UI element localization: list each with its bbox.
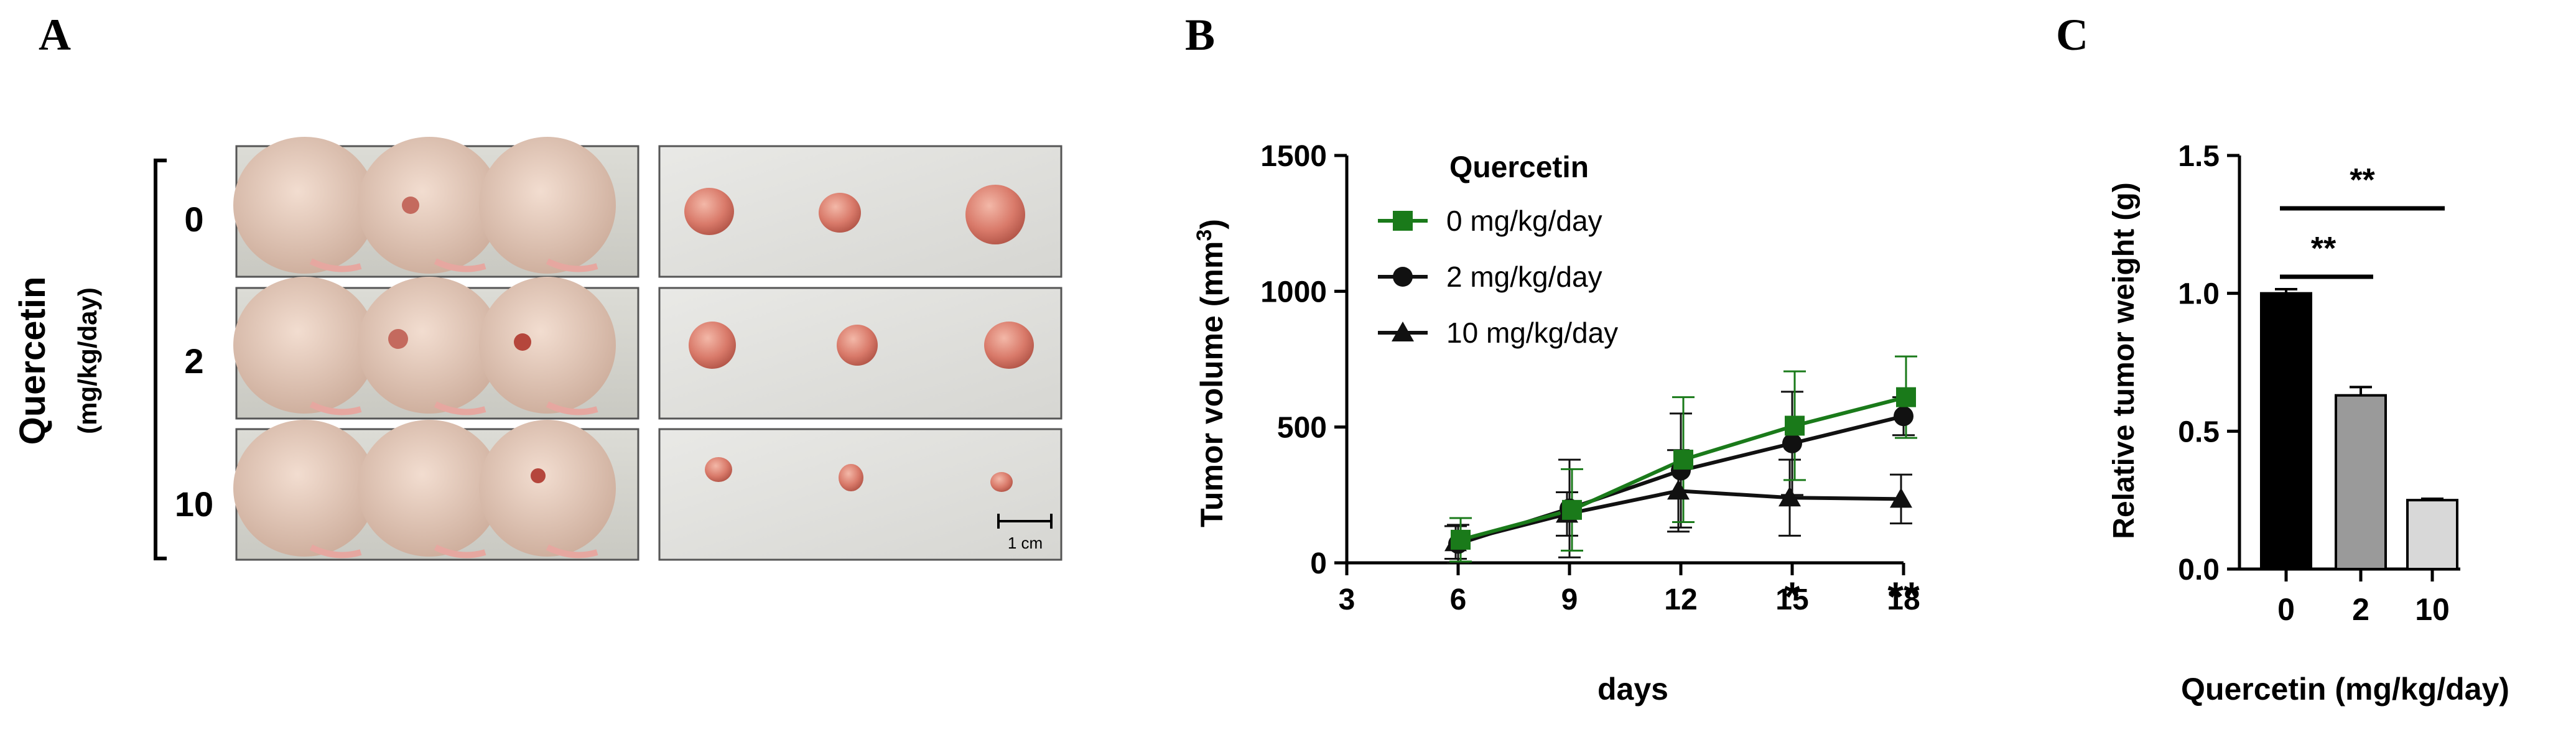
c-significance-mark: ** [2311,231,2337,267]
b-y-tick-label: 0 [1310,547,1327,580]
mouse-photo-row-10 [233,420,639,561]
panel-b-markers [1444,387,1916,554]
b-point-2 [1779,486,1801,507]
panel-b-ylabel-close: ) [1194,219,1229,229]
b-x-tick-label: 18 [1887,583,1920,616]
b-y-tick-label: 1000 [1260,276,1327,308]
c-y-tick-label: 0.0 [2178,554,2220,586]
panel-a-ylabel-main: Quercetin [12,277,53,445]
row-label-0: 0 [184,200,203,239]
b-point-0 [1562,499,1582,520]
c-significance-mark: ** [2350,162,2375,198]
panel-c: C Relative tumor weight (g) Quercetin (m… [2056,10,2509,707]
row-label-10: 10 [175,484,213,524]
panel-a: A Quercetin (mg/kg/day) 0 2 10 [12,10,1062,561]
b-legend-label-0: 0 mg/kg/day [1446,205,1602,237]
panel-c-xlabel: Quercetin (mg/kg/day) [2181,672,2509,707]
b-x-tick-label: 9 [1561,583,1578,616]
c-y-tick-label: 1.0 [2178,278,2220,311]
c-bar-10 [2406,499,2458,571]
panel-b-xlabel: days [1597,672,1668,707]
c-y-tick-label: 1.5 [2178,140,2220,173]
scale-bar: 1 cm [997,514,1053,552]
mouse-photo-row-0 [233,137,639,278]
b-point-1 [1894,406,1913,427]
panel-a-ylabel-unit: (mg/kg/day) [73,287,102,434]
panel-b-label: B [1185,10,1215,60]
panel-a-bracket [154,159,167,560]
panel-b-ylabel-main: Tumor volume (mm [1194,241,1229,527]
b-point-0 [1896,387,1916,407]
b-significance-mark: ** [1887,573,1920,619]
b-point-2 [1667,480,1690,500]
b-y-tick-label: 1500 [1260,140,1327,173]
c-y-tick-label: 0.5 [2178,415,2220,448]
c-bar-0 [2260,292,2312,570]
panel-b-legend: Quercetin 0 mg/kg/day 2 mg/kg/day 10 mg/kg/… [1378,151,1618,349]
b-legend-title: Quercetin [1449,151,1589,184]
panel-b-axes: 0 500 1000 1500 3 6 9 12 15 18 [1260,140,1920,616]
b-x-tick-label: 15 [1775,583,1808,616]
b-point-1 [1782,433,1802,453]
panel-b-ylabel: Tumor volume (mm3) [1193,219,1229,527]
b-point-0 [1451,529,1471,550]
tumor-photo-row-2 [658,287,1062,420]
panel-b-annotations: * ** [1784,573,1920,619]
b-x-tick-label: 3 [1339,583,1355,616]
c-x-tick-label: 0 [2277,592,2295,627]
b-legend-marker [1393,267,1413,287]
b-legend-marker [1393,211,1413,231]
b-y-tick-label: 500 [1277,412,1327,445]
c-x-tick-label: 2 [2352,592,2369,627]
c-x-tick-label: 10 [2415,592,2450,627]
panel-c-significance: ** ** [2280,162,2445,279]
b-point-0 [1673,450,1693,470]
tumor-photo-row-0 [658,145,1062,278]
panel-a-label: A [39,10,71,60]
scale-bar-label: 1 cm [1008,534,1043,552]
b-significance-mark: * [1784,573,1800,619]
tumor-photo-row-10: 1 cm [658,428,1062,561]
panel-c-bars: 0 2 10 [2260,288,2458,627]
mouse-photo-row-2 [233,277,639,420]
b-x-tick-label: 12 [1664,583,1697,616]
b-x-tick-label: 6 [1450,583,1467,616]
panel-c-ylabel: Relative tumor weight (g) [2108,182,2141,539]
c-bar-2 [2335,394,2387,570]
b-legend-label-2: 10 mg/kg/day [1446,317,1618,349]
b-legend-marker [1392,322,1414,341]
row-label-2: 2 [184,341,203,381]
b-point-2 [1890,488,1912,508]
b-legend-label-1: 2 mg/kg/day [1446,261,1602,293]
panel-b-ylabel-sup: 3 [1193,229,1216,241]
b-point-0 [1785,415,1805,436]
panel-c-axes: 0.0 0.5 1.0 1.5 [2178,140,2460,586]
panel-c-label: C [2056,10,2088,60]
